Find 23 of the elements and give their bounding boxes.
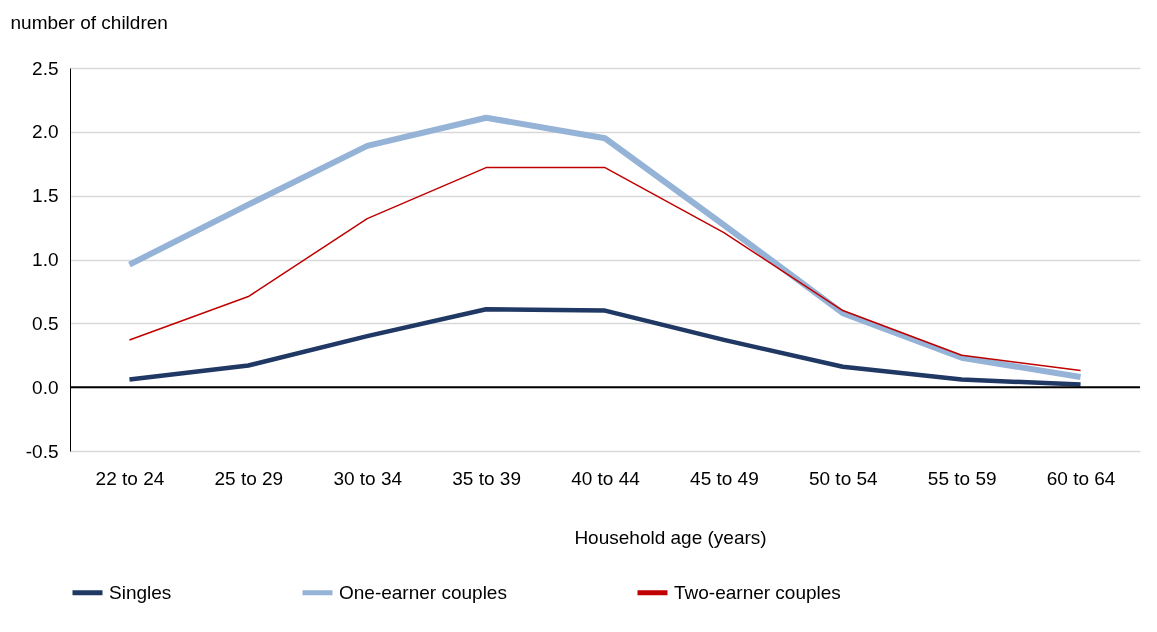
y-axis-title: number of children bbox=[10, 11, 168, 33]
legend-label: Two-earner couples bbox=[674, 581, 841, 603]
x-tick-label: 40 to 44 bbox=[571, 467, 641, 489]
y-tick-label: 2.0 bbox=[32, 121, 59, 143]
y-tick-label: 0.5 bbox=[32, 312, 59, 334]
legend-label: Singles bbox=[109, 581, 172, 603]
x-tick-label: 25 to 29 bbox=[214, 467, 284, 489]
x-tick-label: 50 to 54 bbox=[808, 467, 879, 489]
y-tick-label: -0.5 bbox=[25, 440, 59, 462]
y-tick-label: 0.0 bbox=[32, 376, 59, 398]
x-tick-label: 22 to 24 bbox=[95, 467, 165, 489]
line-series bbox=[127, 307, 1083, 387]
y-tick-label: 1.0 bbox=[32, 249, 59, 270]
x-tick-label: 30 to 34 bbox=[333, 467, 403, 489]
line-series bbox=[128, 166, 1082, 372]
y-tick-label: 2.5 bbox=[32, 57, 59, 79]
x-tick-label: 35 to 39 bbox=[452, 467, 521, 489]
legend-label: One-earner couples bbox=[339, 581, 507, 603]
x-axis-title: Household age (years) bbox=[574, 526, 767, 548]
x-tick-label: 60 to 64 bbox=[1046, 467, 1116, 489]
x-tick-label: 55 to 59 bbox=[927, 467, 997, 489]
y-tick-label: 1.5 bbox=[32, 185, 59, 207]
x-tick-label: 45 to 49 bbox=[690, 467, 759, 489]
